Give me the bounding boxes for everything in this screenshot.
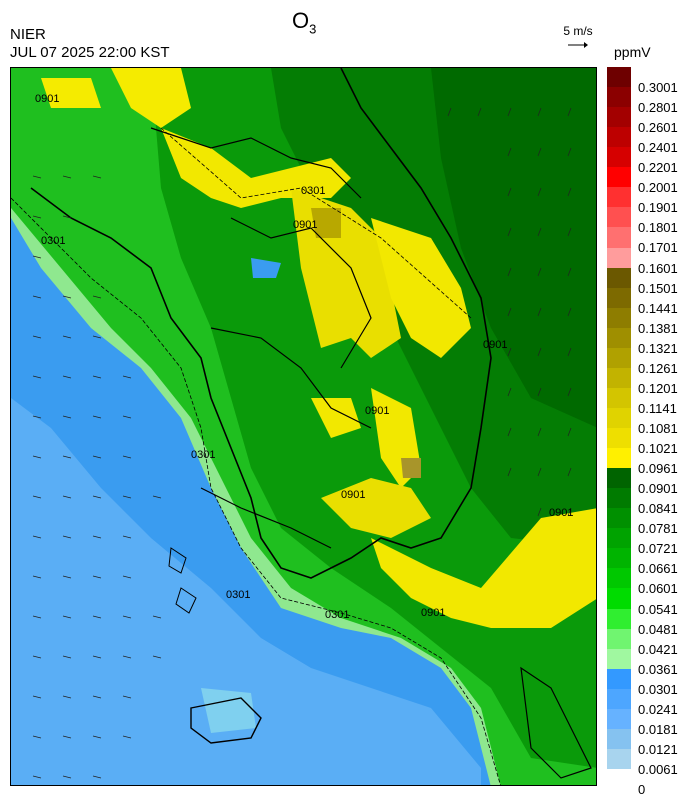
colorbar bbox=[607, 67, 631, 770]
colorbar-cell bbox=[607, 287, 631, 309]
contour-label: 0301 bbox=[191, 449, 215, 461]
colorbar-tick-label: 0.0901 bbox=[638, 481, 678, 497]
colorbar-tick-label: 0.0301 bbox=[638, 681, 678, 697]
colorbar-tick-label: 0.1701 bbox=[638, 240, 678, 256]
contour-label: 0901 bbox=[421, 607, 445, 619]
colorbar-tick-label: 0.2001 bbox=[638, 180, 678, 196]
contour-label: 0901 bbox=[549, 507, 573, 519]
wind-scale-label: 5 m/s bbox=[563, 24, 593, 38]
colorbar-tick-label: 0.2601 bbox=[638, 120, 678, 136]
colorbar-tick-label: 0.1601 bbox=[638, 260, 678, 276]
wind-reference-arrow-icon bbox=[568, 42, 588, 48]
map-header: NIER JUL 07 2025 22:00 KST bbox=[10, 26, 170, 62]
colorbar-cell bbox=[607, 528, 631, 549]
colorbar-cell bbox=[607, 488, 631, 509]
colorbar-tick-label: 0.1381 bbox=[638, 320, 678, 336]
colorbar-cell bbox=[607, 688, 631, 710]
colorbar-tick-label: 0.1081 bbox=[638, 421, 678, 436]
colorbar-tick-label: 0.0181 bbox=[638, 721, 678, 737]
ozone-concentration-map: 0901 0301 0301 0901 0301 0901 0301 0901 … bbox=[10, 67, 597, 786]
colorbar-cell bbox=[607, 708, 631, 730]
colorbar-tick-label: 0.1021 bbox=[638, 441, 678, 457]
contour-label: 0901 bbox=[35, 93, 59, 105]
chart-title: O3 bbox=[292, 8, 317, 37]
colorbar-cell bbox=[607, 468, 631, 489]
colorbar-cell bbox=[607, 387, 631, 409]
contour-label: 0901 bbox=[483, 339, 507, 351]
agency-label: NIER bbox=[10, 26, 46, 43]
colorbar-cell bbox=[607, 227, 631, 248]
contour-label: 0901 bbox=[293, 219, 317, 231]
colorbar-tick-label: 0.2801 bbox=[638, 100, 678, 116]
colorbar-cell bbox=[607, 728, 631, 750]
colorbar-cell bbox=[607, 568, 631, 589]
colorbar-cell bbox=[607, 347, 631, 369]
colorbar-cell bbox=[607, 548, 631, 569]
colorbar-tick-label: 0.1801 bbox=[638, 220, 678, 236]
colorbar-cell bbox=[607, 187, 631, 208]
colorbar-cell bbox=[607, 267, 631, 289]
contour-label: 0301 bbox=[41, 235, 65, 247]
colorbar-tick-label: 0.0721 bbox=[638, 541, 678, 557]
colorbar-tick-label: 0.0361 bbox=[638, 661, 678, 677]
colorbar-cell bbox=[607, 367, 631, 389]
colorbar-cell bbox=[607, 588, 631, 610]
colorbar-cell bbox=[607, 448, 631, 469]
colorbar-cell bbox=[607, 127, 631, 148]
colorbar-tick-label: 0.0841 bbox=[638, 501, 678, 517]
colorbar-cell bbox=[607, 207, 631, 228]
colorbar-cell bbox=[607, 748, 631, 770]
colorbar-tick-label: 0.1501 bbox=[638, 280, 678, 296]
contour-label: 0901 bbox=[341, 489, 365, 501]
colorbar-tick-label: 0.0661 bbox=[638, 561, 678, 577]
colorbar-cell bbox=[607, 407, 631, 429]
colorbar-tick-label: 0.0781 bbox=[638, 521, 678, 537]
colorbar-cell bbox=[607, 668, 631, 690]
colorbar-cell bbox=[607, 247, 631, 269]
colorbar-tick-label: 0.0241 bbox=[638, 701, 678, 717]
colorbar-cell bbox=[607, 508, 631, 529]
colorbar-cell bbox=[607, 628, 631, 650]
contour-label: 0901 bbox=[365, 405, 389, 417]
colorbar-tick-label: 0.2201 bbox=[638, 160, 678, 176]
map-canvas: 0901 0301 0301 0901 0301 0901 0301 0901 … bbox=[11, 68, 596, 785]
colorbar-tick-label: 0.1441 bbox=[638, 300, 678, 316]
colorbar-tick-label: 0.1141 bbox=[638, 400, 677, 416]
colorbar-cell bbox=[607, 167, 631, 188]
colorbar-tick-label: 0.0601 bbox=[638, 581, 678, 597]
colorbar-cell bbox=[607, 608, 631, 630]
colorbar-tick-label: 0.0121 bbox=[638, 741, 678, 757]
timestamp-label: JUL 07 2025 22:00 KST bbox=[10, 44, 170, 61]
colorbar-tick-label: 0.1201 bbox=[638, 380, 678, 396]
colorbar-cell bbox=[607, 147, 631, 168]
colorbar-cell bbox=[607, 67, 631, 88]
contour-label: 0301 bbox=[226, 589, 250, 601]
unit-label: ppmV bbox=[614, 44, 651, 60]
colorbar-cell bbox=[607, 428, 631, 449]
colorbar-tick-label: 0.1901 bbox=[638, 200, 678, 216]
colorbar-cell bbox=[607, 307, 631, 329]
colorbar-tick-label: 0.1321 bbox=[638, 340, 678, 356]
colorbar-cell bbox=[607, 648, 631, 670]
colorbar-tick-label: 0.2401 bbox=[638, 140, 678, 156]
contour-label: 0301 bbox=[325, 609, 349, 621]
colorbar-tick-label: 0.0961 bbox=[638, 461, 678, 477]
colorbar-tick-label: 0.1261 bbox=[638, 360, 678, 376]
colorbar-tick-label: 0.0421 bbox=[638, 641, 678, 657]
colorbar-tick-label: 0.0481 bbox=[638, 621, 678, 637]
colorbar-cell bbox=[607, 327, 631, 349]
contour-label: 0301 bbox=[301, 185, 325, 197]
colorbar-tick-label: 0.3001 bbox=[638, 80, 678, 96]
colorbar-cell bbox=[607, 107, 631, 128]
colorbar-tick-label: 0.0061 bbox=[638, 761, 678, 777]
colorbar-cell bbox=[607, 87, 631, 108]
colorbar-tick-label: 0 bbox=[638, 782, 646, 798]
colorbar-tick-label: 0.0541 bbox=[638, 601, 678, 617]
